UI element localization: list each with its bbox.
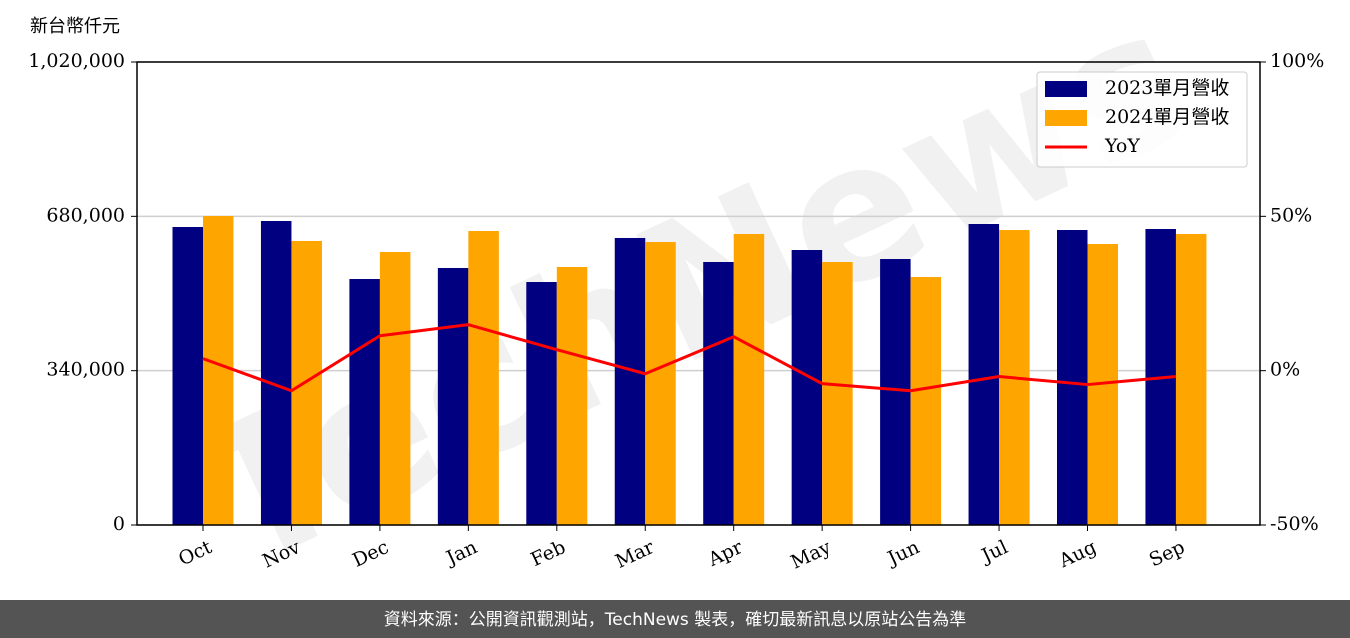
y2-tick-label: 0%: [1270, 359, 1300, 381]
legend-label: YoY: [1104, 135, 1140, 157]
bar: [703, 261, 734, 525]
bar: [437, 267, 469, 525]
bar: [1057, 229, 1088, 525]
bar: [822, 261, 853, 525]
y-tick-label: 0: [113, 513, 125, 535]
bar: [1175, 233, 1207, 525]
legend-label: 2023單月營收: [1105, 77, 1229, 99]
legend-swatch: [1045, 110, 1087, 126]
bar: [379, 252, 411, 525]
y2-tick-label: -50%: [1270, 513, 1319, 535]
legend-box: [1036, 71, 1248, 168]
y2-tick-label: 50%: [1270, 204, 1312, 226]
yoy-line: [202, 323, 1177, 393]
y-unit: 新台幣仟元: [30, 16, 120, 37]
bar: [203, 216, 234, 525]
bar: [526, 282, 557, 525]
bar: [260, 221, 292, 525]
bar: [645, 242, 676, 525]
bar: [468, 230, 499, 525]
bar: [733, 233, 765, 525]
y2-tick-label: 100%: [1270, 50, 1324, 72]
bar: [791, 250, 823, 525]
footer: [0, 600, 1350, 638]
bar: [349, 279, 380, 525]
legend-label: 2024單月營收: [1105, 106, 1229, 128]
bar: [968, 224, 1000, 525]
bar: [172, 227, 203, 525]
bar: [910, 277, 942, 525]
y-tick-label: 680,000: [46, 204, 125, 226]
bar: [556, 266, 588, 525]
plot-frame: [136, 61, 1261, 526]
bar: [880, 259, 911, 525]
y-tick-label: 340,000: [46, 359, 125, 381]
bar: [614, 237, 646, 525]
source-note: 資料來源：公開資訊觀測站，TechNews 製表，確切最新訊息以原站公告為準: [384, 610, 966, 630]
y-tick-label: 1,020,000: [28, 50, 125, 72]
legend-swatch: [1045, 81, 1087, 97]
